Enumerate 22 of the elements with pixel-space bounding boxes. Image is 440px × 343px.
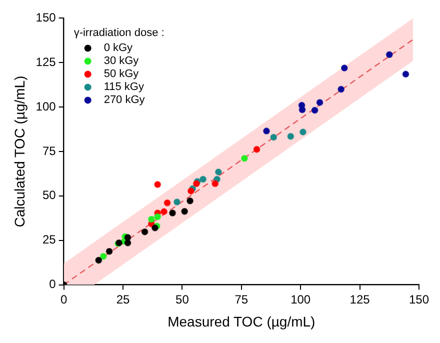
- y-tick-label: 125: [36, 54, 56, 69]
- y-tick-label: 0: [49, 277, 56, 292]
- x-tick-label: 0: [60, 292, 68, 306]
- y-tick-label: 25: [42, 232, 56, 247]
- legend-label: 0 kGy: [104, 42, 134, 54]
- legend-label: 50 kGy: [104, 68, 140, 80]
- legend-label: 115 kGy: [104, 81, 144, 94]
- x-tick-label: 50: [176, 292, 190, 306]
- x-tick-label: 100: [290, 292, 311, 306]
- y-tick-label: 100: [36, 99, 56, 114]
- x-tick-label: 125: [350, 292, 370, 306]
- x-tick-label: 75: [234, 292, 248, 306]
- y-tick-label: 50: [42, 188, 56, 202]
- y-axis-title: Calculated TOC (µg/mL): [11, 76, 28, 228]
- legend-label: 30 kGy: [104, 55, 140, 68]
- y-tick-label: 150: [36, 10, 56, 25]
- y-tick-label: 75: [42, 144, 56, 158]
- x-tick-label: 150: [408, 292, 430, 306]
- legend-label: 270 kGy: [104, 94, 146, 106]
- legend-title: γ-irradiation dose :: [74, 27, 164, 40]
- x-axis-title: Measured TOC (µg/mL): [168, 313, 316, 330]
- x-tick-label: 25: [116, 292, 130, 306]
